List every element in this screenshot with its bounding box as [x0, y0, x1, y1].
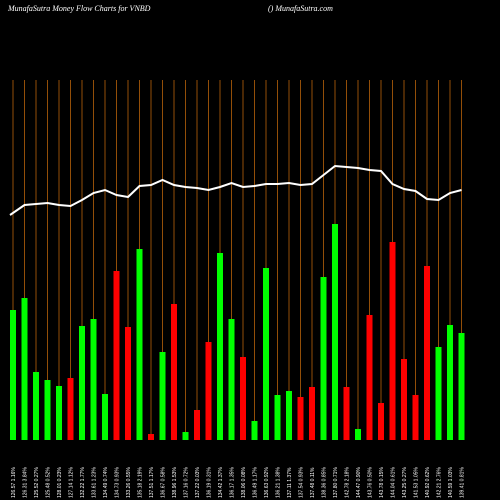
- x-tick-label: 137.80 0.71%: [333, 467, 339, 498]
- chart-title: MunafaSutra Money Flow Charts for VNBD: [7, 4, 151, 13]
- x-tick-label: 136.63 0.92%: [264, 467, 270, 498]
- x-tick-label: 138.36 0.85%: [322, 467, 328, 498]
- bar: [240, 357, 246, 440]
- x-tick-label: 126.57 1.16%: [11, 467, 17, 498]
- price-line: [9, 164, 462, 216]
- x-tick-label: 142.21 2.76%: [437, 467, 443, 498]
- bar: [56, 386, 62, 440]
- x-tick-label: 140.92 0.62%: [425, 467, 431, 498]
- x-tick-label: 142.78 2.18%: [345, 467, 351, 498]
- bar: [159, 352, 166, 440]
- bar: [435, 347, 442, 440]
- bar: [251, 421, 258, 440]
- x-tick-label: 136.21 1.38%: [276, 467, 282, 498]
- bar: [113, 271, 120, 440]
- x-tick-label: 144.04 0.61%: [391, 467, 397, 498]
- x-tick-label: 133.26 0.55%: [126, 467, 132, 498]
- x-tick-label: 140.59 1.03%: [448, 467, 454, 498]
- bar: [297, 397, 304, 440]
- bar: [412, 395, 419, 440]
- bar: [447, 325, 453, 440]
- x-tick-label: 125.52 0.27%: [34, 467, 40, 498]
- x-tick-label: 132.22 1.77%: [80, 467, 86, 498]
- bar: [21, 298, 28, 440]
- x-tick-label: 143.25 0.27%: [402, 467, 408, 498]
- bar: [343, 387, 350, 440]
- bar: [171, 304, 177, 440]
- x-tick-label: 136.17 1.35%: [230, 467, 236, 498]
- bar: [378, 403, 384, 440]
- bar: [424, 266, 430, 440]
- x-tick-label: 136.67 0.58%: [161, 467, 167, 498]
- chart-subtitle: () MunafaSutra.com: [268, 4, 333, 13]
- x-tick-label: 137.48 0.11%: [310, 467, 316, 498]
- x-tick-label: 137.22 0.03%: [195, 467, 201, 498]
- bar: [309, 387, 315, 440]
- x-tick-label: 133.61 1.23%: [92, 467, 98, 498]
- bar: [228, 319, 235, 440]
- x-tick-label: 143.76 0.50%: [368, 467, 374, 498]
- bar: [389, 242, 396, 440]
- bar: [286, 391, 292, 440]
- bar: [263, 268, 269, 440]
- bar: [205, 342, 212, 440]
- bar: [366, 315, 373, 440]
- bar: [79, 326, 85, 440]
- bar: [102, 394, 108, 440]
- x-tick-label: 125.48 0.52%: [46, 467, 52, 498]
- x-tick-label: 134.49 0.74%: [103, 467, 109, 498]
- bar: [332, 224, 338, 440]
- bar: [33, 372, 39, 440]
- bar: [90, 319, 97, 440]
- x-tick-label: 143.78 0.15%: [379, 467, 385, 498]
- bar: [217, 253, 223, 440]
- bar: [136, 249, 143, 440]
- bar: [67, 378, 74, 440]
- bar: [10, 310, 16, 440]
- x-tick-label: 136.19 0.31%: [207, 467, 213, 498]
- x-tick-label: 141.53 1.05%: [414, 467, 420, 498]
- bar: [44, 380, 51, 440]
- x-tick-label: 144.47 0.90%: [356, 467, 362, 498]
- x-tick-label: 127.14 1.12%: [69, 467, 75, 498]
- x-tick-label: 135.18 2.19%: [138, 467, 144, 498]
- x-tick-label: 137.11 1.37%: [287, 467, 293, 498]
- bar: [320, 277, 327, 440]
- x-tick-label: 139.41 0.81%: [460, 467, 466, 498]
- x-tick-label: 138.96 1.53%: [172, 467, 178, 498]
- bar: [458, 333, 465, 440]
- x-tick-label: 137.16 0.72%: [184, 467, 190, 498]
- bar: [182, 432, 189, 440]
- x-tick-label: 128.01 0.23%: [57, 467, 63, 498]
- x-tick-label: 136.49 1.17%: [253, 467, 259, 498]
- bar: [274, 395, 281, 440]
- bar: [401, 359, 407, 440]
- x-tick-label: 134.42 1.37%: [218, 467, 224, 498]
- x-tick-label: 137.51 1.17%: [149, 467, 155, 498]
- x-tick-label: 138.06 0.08%: [241, 467, 247, 498]
- bar: [355, 429, 361, 440]
- bar: [148, 434, 154, 440]
- bar: [194, 410, 200, 440]
- bar: [125, 327, 131, 440]
- x-tick-label: 137.54 0.93%: [299, 467, 305, 498]
- x-tick-label: 126.31 3.84%: [23, 467, 29, 498]
- x-tick-label: 134.73 0.93%: [115, 467, 121, 498]
